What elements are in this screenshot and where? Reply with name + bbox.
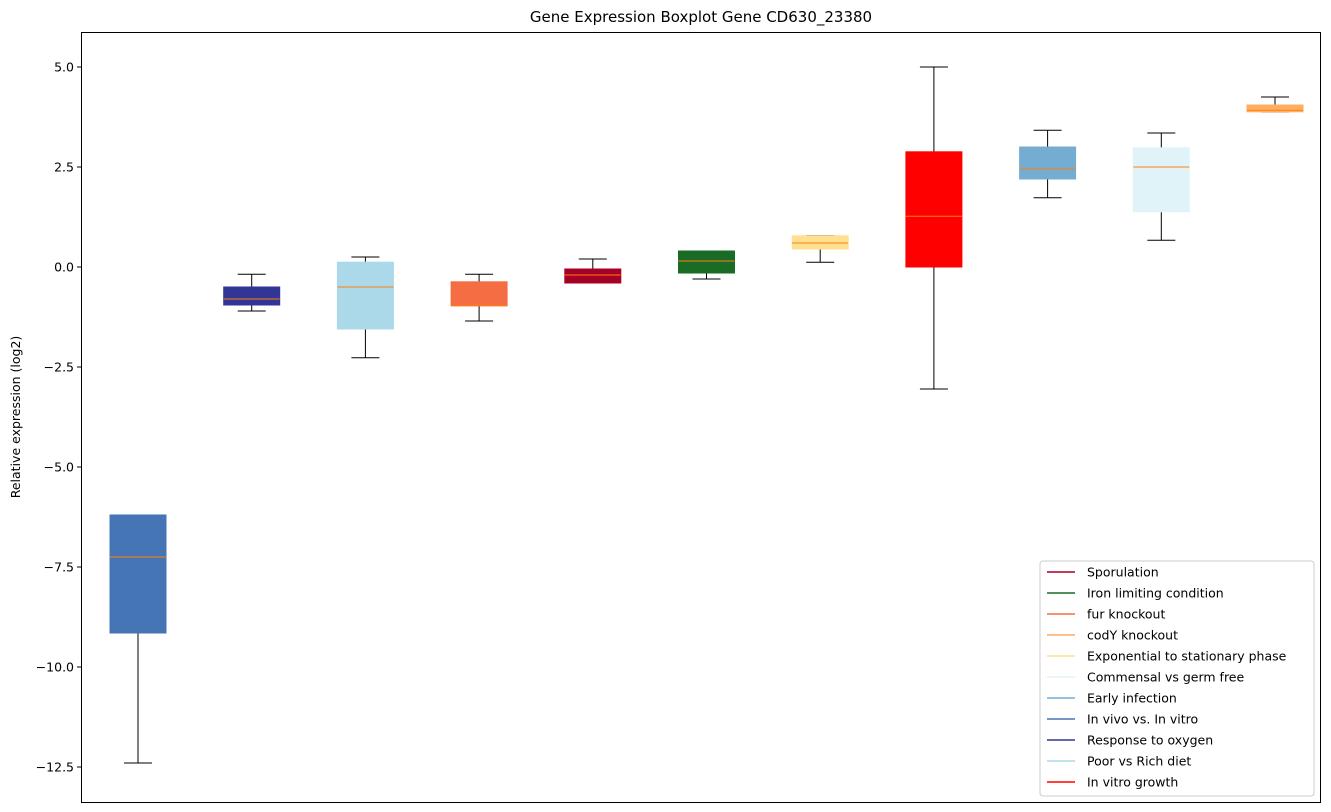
legend-entry: Commensal vs germ free xyxy=(1047,670,1244,685)
box-8 xyxy=(905,66,963,390)
y-axis: 5.0 2.5 0.0 −2.5 −5.0 −7.5 −10.0 −12.5 xyxy=(36,60,82,775)
iqr-box xyxy=(1132,147,1190,213)
y-tick-label: 2.5 xyxy=(54,160,74,175)
iqr-box xyxy=(450,281,508,307)
y-tick-label: −12.5 xyxy=(36,760,74,775)
box-4 xyxy=(450,273,508,322)
legend-entry: fur knockout xyxy=(1047,607,1165,622)
legend-entry: Iron limiting condition xyxy=(1047,586,1224,601)
iqr-box xyxy=(223,286,281,306)
iqr-box xyxy=(678,250,735,274)
iqr-box xyxy=(905,151,963,268)
legend-box xyxy=(1039,560,1315,797)
box-1 xyxy=(109,514,167,764)
legend-entry: Early infection xyxy=(1047,691,1177,706)
legend-label: In vitro growth xyxy=(1087,775,1178,790)
plot-frame xyxy=(81,32,1321,803)
box-7 xyxy=(791,235,849,263)
legend-label: Poor vs Rich diet xyxy=(1087,754,1191,769)
iqr-box xyxy=(109,514,167,634)
legend-label: Commensal vs germ free xyxy=(1087,670,1244,685)
legend-entry: Sporulation xyxy=(1047,565,1159,580)
box-2 xyxy=(223,273,281,312)
legend-label: In vivo vs. In vitro xyxy=(1087,712,1198,727)
legend-label: Exponential to stationary phase xyxy=(1087,649,1287,664)
legend-entry: codY knockout xyxy=(1047,628,1178,643)
y-tick-label: −7.5 xyxy=(44,560,74,575)
iqr-box xyxy=(1246,104,1304,113)
legend-label: fur knockout xyxy=(1087,607,1165,622)
legend-label: Sporulation xyxy=(1087,565,1159,580)
iqr-box xyxy=(564,268,622,284)
legend-label: codY knockout xyxy=(1087,628,1178,643)
y-tick-label: −2.5 xyxy=(44,360,74,375)
legend-entry: Response to oxygen xyxy=(1047,733,1213,748)
legend: Sporulation Iron limiting condition fur kn… xyxy=(1039,560,1315,797)
legend-label: Early infection xyxy=(1087,691,1177,706)
iqr-box xyxy=(791,235,849,250)
legend-label: Response to oxygen xyxy=(1087,733,1213,748)
legend-entry: Poor vs Rich diet xyxy=(1047,754,1191,769)
boxes-layer xyxy=(109,66,1304,764)
chart-title: Gene Expression Boxplot Gene CD630_23380 xyxy=(530,8,872,27)
y-tick-label: −10.0 xyxy=(36,660,74,675)
legend-entry: In vivo vs. In vitro xyxy=(1047,712,1198,727)
box-10 xyxy=(1132,132,1190,241)
legend-entry: Exponential to stationary phase xyxy=(1047,649,1287,664)
box-6 xyxy=(678,250,735,280)
iqr-box xyxy=(336,261,394,330)
y-tick-label: −5.0 xyxy=(44,460,74,475)
legend-entry: In vitro growth xyxy=(1047,775,1178,790)
y-axis-label: Relative expression (log2) xyxy=(8,336,23,499)
y-tick-label: 5.0 xyxy=(54,60,74,75)
box-11 xyxy=(1246,96,1304,113)
box-5 xyxy=(564,258,622,284)
legend-label: Iron limiting condition xyxy=(1087,586,1224,601)
iqr-box xyxy=(1019,146,1077,180)
box-9 xyxy=(1019,129,1077,199)
y-tick-label: 0.0 xyxy=(54,260,74,275)
box-3 xyxy=(336,256,394,359)
